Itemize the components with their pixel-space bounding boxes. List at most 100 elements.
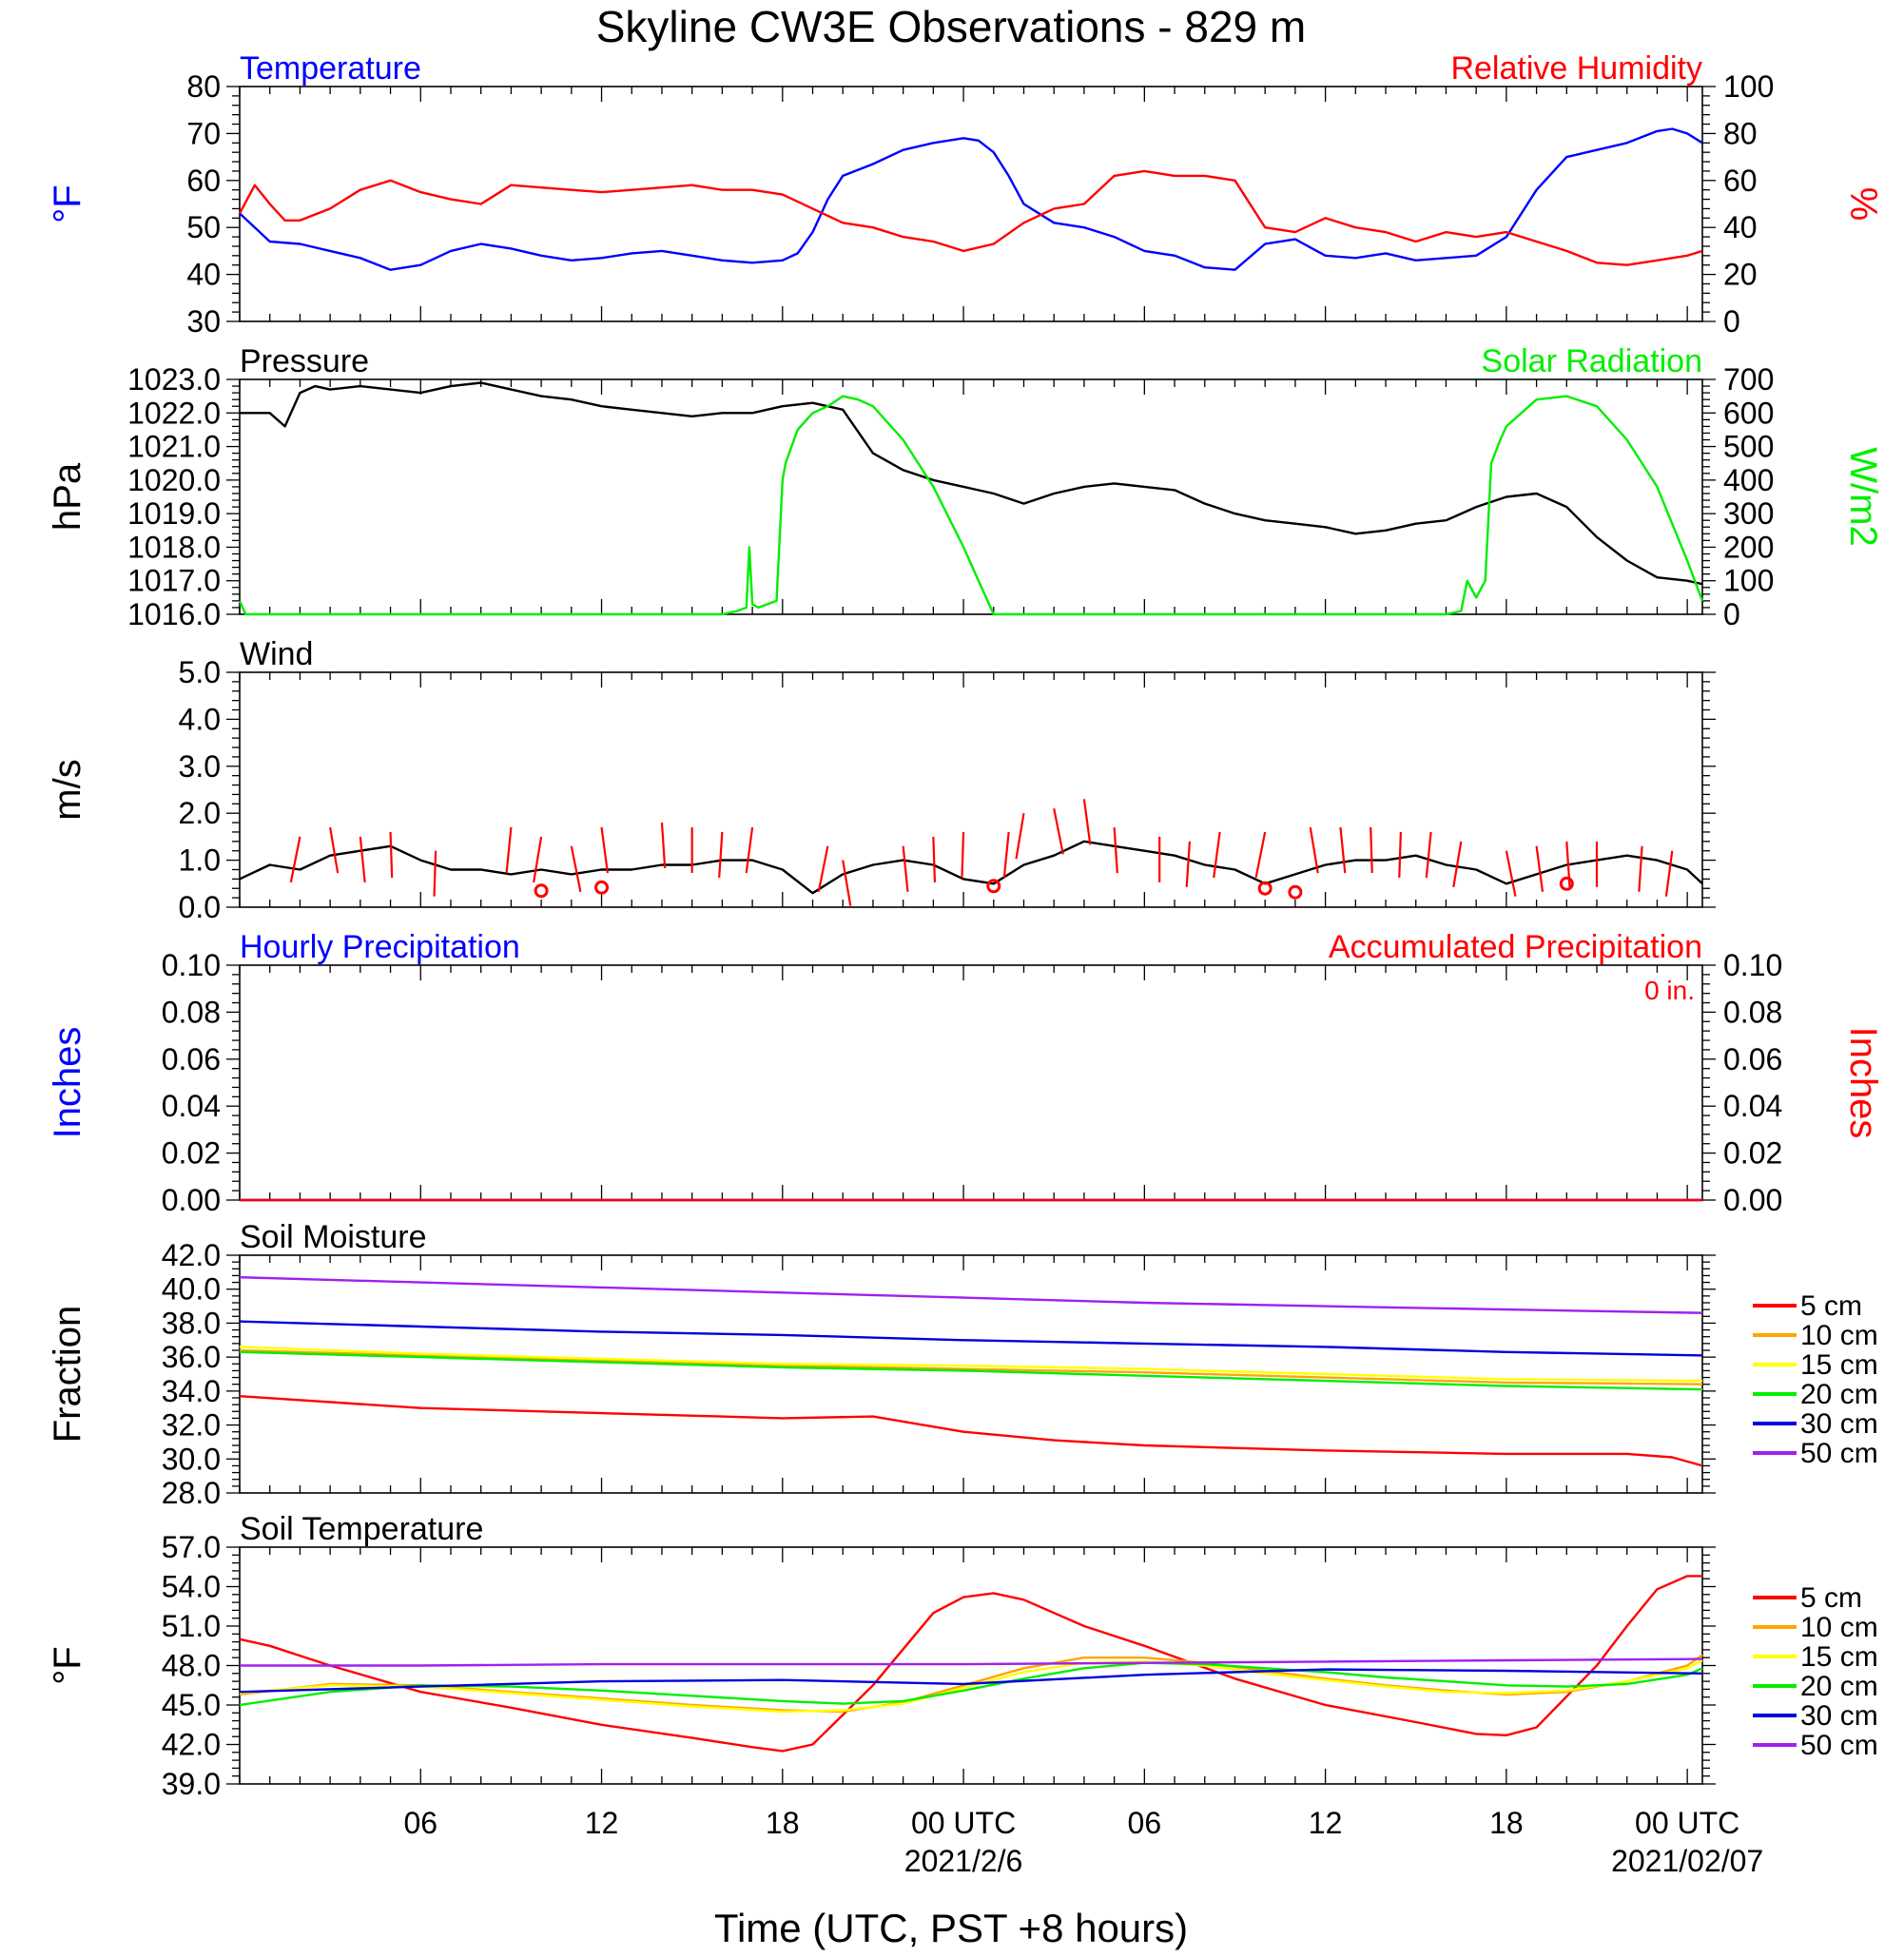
y-axis-label-right: % [1842,187,1884,222]
y-tick-label-left: 4.0 [179,702,221,736]
x-axis-label: Time (UTC, PST +8 hours) [714,1906,1188,1950]
panel-6: 39.0 42.0 45.0 48.0 51.0 54.0 57.0 Soil Tempera… [47,1511,1878,1801]
series-line-5 [239,1320,1703,1357]
y-tick-label-right: 0.00 [1723,1183,1782,1217]
y-tick-label-left: 38.0 [162,1306,221,1340]
y-tick-label-right: 60 [1723,164,1758,198]
y-tick-label-right: 0 [1723,304,1740,339]
y-tick-label-left: 0.0 [179,890,221,924]
x-tick-label: 18 [766,1806,800,1840]
calm-marker [986,879,1001,894]
wind-barb [1505,850,1517,897]
y-tick-label-left: 30.0 [162,1442,221,1476]
y-tick-label-right: 600 [1723,396,1774,430]
wind-barb [389,831,394,878]
panel-5: 28.030.032.034.036.038.040.042.0 Soil Moi… [47,1219,1878,1510]
wind-barb [359,836,366,883]
y-tick-label-left: 54.0 [162,1570,221,1604]
series-line-4 [239,1661,1703,1707]
calm-marker [1288,884,1303,900]
x-tick-label: 12 [1309,1806,1343,1840]
wind-barb [1398,831,1402,878]
x-tick-label: 06 [1128,1806,1162,1840]
y-tick-label-right: 40 [1723,210,1758,244]
y-tick-label-left: 40 [186,258,221,292]
legend-label: 30 cm [1800,1700,1878,1732]
legend-label: 20 cm [1800,1379,1878,1410]
series-line-2 [238,395,1704,616]
y-tick-label-left: 39.0 [162,1767,221,1801]
x-tick-label: 06 [403,1806,437,1840]
y-tick-label-left: 1023.0 [127,362,221,397]
y-tick-label-right: 20 [1723,258,1758,292]
x-tick-label: 00 UTC [1635,1806,1739,1840]
panel-annotation: 0 in. [1644,976,1695,1005]
wind-barb [817,845,829,892]
y-axis-label-left: Fraction [47,1306,88,1444]
x-tick-label: 18 [1489,1806,1524,1840]
panel-title-left: Temperature [240,50,421,87]
y-tick-label-right: 300 [1723,496,1774,531]
series-line-1 [240,381,1703,586]
y-tick-label-left: 57.0 [162,1530,221,1564]
panel-title-right: Relative Humidity [1450,50,1702,87]
wind-barb [1638,845,1643,892]
wind-barb [1113,826,1118,874]
y-tick-label-left: 3.0 [179,749,221,784]
y-tick-label-left: 1019.0 [127,496,221,531]
wind-barb [932,836,937,882]
date-label: 2021/2/6 [904,1844,1023,1878]
series-line-6 [239,1276,1703,1314]
plot-frame [239,1254,1703,1494]
y-tick-label-left: 0.04 [162,1089,221,1123]
plot-frame [239,671,1703,908]
wind-barb [1309,826,1319,874]
calm-marker [534,883,549,899]
y-tick-label-left: 0.02 [162,1136,221,1171]
wind-barb [533,836,543,883]
wind-barb [961,831,965,878]
y-tick-label-left: 0.06 [162,1042,221,1076]
y-tick-label-left: 36.0 [162,1340,221,1374]
y-tick-label-left: 30 [186,304,221,339]
plot-frame [239,378,1703,615]
wind-barb [289,836,301,883]
y-tick-label-left: 5.0 [179,655,221,689]
legend-label: 10 cm [1800,1612,1878,1643]
y-axis-label-left: hPa [47,462,88,531]
y-tick-label-left: 50 [186,210,221,244]
y-axis-label-right: W/m2 [1842,447,1884,546]
y-axis-label-left: Inches [47,1027,88,1139]
y-tick-label-left: 0.00 [162,1183,221,1217]
y-tick-label-left: 1020.0 [127,463,221,497]
y-tick-label-right: 0.02 [1723,1136,1782,1171]
series-line-2 [239,1348,1703,1385]
wind-barb [1664,850,1674,897]
y-tick-label-left: 42.0 [162,1728,221,1762]
series-line-2 [239,1654,1703,1714]
legend-label: 15 cm [1800,1349,1878,1381]
wind-barb [842,860,852,906]
y-tick-label-left: 42.0 [162,1238,221,1272]
y-tick-label-left: 1016.0 [127,597,221,631]
panel-title-right: Solar Radiation [1482,343,1702,379]
plot-frame [239,86,1703,322]
wind-barb [1254,831,1267,879]
y-tick-label-left: 45.0 [162,1688,221,1722]
wind-barb [902,845,909,892]
legend-label: 50 cm [1800,1730,1878,1761]
wind-barb [1339,826,1347,874]
y-tick-label-left: 0.10 [162,948,221,982]
y-tick-label-right: 400 [1723,463,1774,497]
wind-barb [570,845,582,892]
y-tick-label-left: 34.0 [162,1374,221,1408]
panel-title-left: Soil Temperature [240,1511,483,1547]
y-tick-label-left: 40.0 [162,1272,221,1307]
x-tick-label: 00 UTC [911,1806,1016,1840]
calm-marker [1559,876,1574,891]
wind-barb [1002,831,1010,879]
y-axis-label-left: °F [47,1646,88,1684]
y-tick-label-left: 60 [186,164,221,198]
y-tick-label-right: 0.06 [1723,1042,1782,1076]
